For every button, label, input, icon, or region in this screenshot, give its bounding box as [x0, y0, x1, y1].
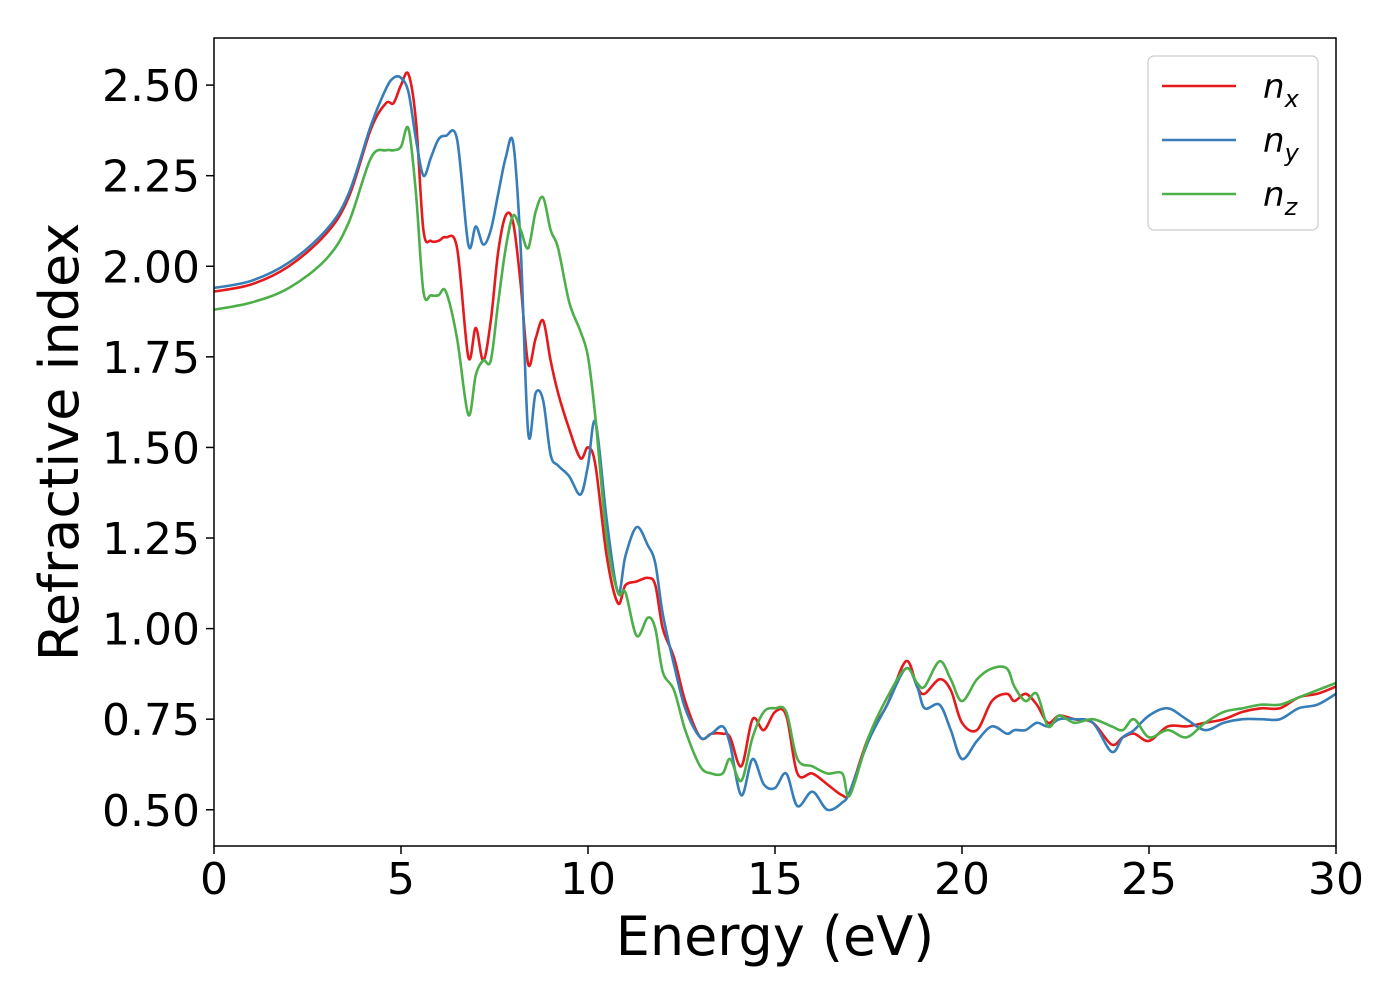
x-axis-label: Energy (eV)	[616, 905, 935, 968]
series-line-y	[213, 74, 1337, 812]
y-tick-label: 2.50	[102, 61, 200, 112]
x-tick-label: 5	[387, 854, 415, 905]
x-tick-label: 25	[1121, 854, 1177, 905]
x-tick-label: 20	[934, 854, 990, 905]
legend: nx ny nz	[1147, 55, 1319, 231]
legend-label-y: ny	[1263, 121, 1300, 167]
y-tick-label: 1.00	[102, 605, 200, 656]
series-line-z	[213, 125, 1337, 798]
x-tick-label: 15	[747, 854, 803, 905]
y-tick-label: 1.50	[102, 423, 200, 474]
legend-label-z: nz	[1263, 175, 1299, 221]
x-tick-label: 30	[1308, 854, 1364, 905]
legend-label-x: nx	[1263, 67, 1300, 113]
x-axis-ticks: 0 5 10 15 20 25 30	[200, 846, 1364, 905]
y-tick-label: 2.25	[102, 152, 200, 203]
y-axis-ticks: 0.50 0.75 1.00 1.25 1.50 1.75 2.00 2.25 2.50	[102, 61, 214, 837]
x-tick-label: 10	[560, 854, 616, 905]
y-tick-label: 2.00	[102, 242, 200, 293]
y-tick-label: 0.50	[102, 786, 200, 837]
y-axis-label: Refractive index	[28, 223, 91, 662]
legend-box	[1147, 55, 1319, 231]
y-tick-label: 1.75	[102, 333, 200, 384]
y-tick-label: 1.25	[102, 514, 200, 565]
series-layer	[213, 71, 1337, 812]
x-tick-label: 0	[200, 854, 228, 905]
y-tick-label: 0.75	[102, 695, 200, 746]
